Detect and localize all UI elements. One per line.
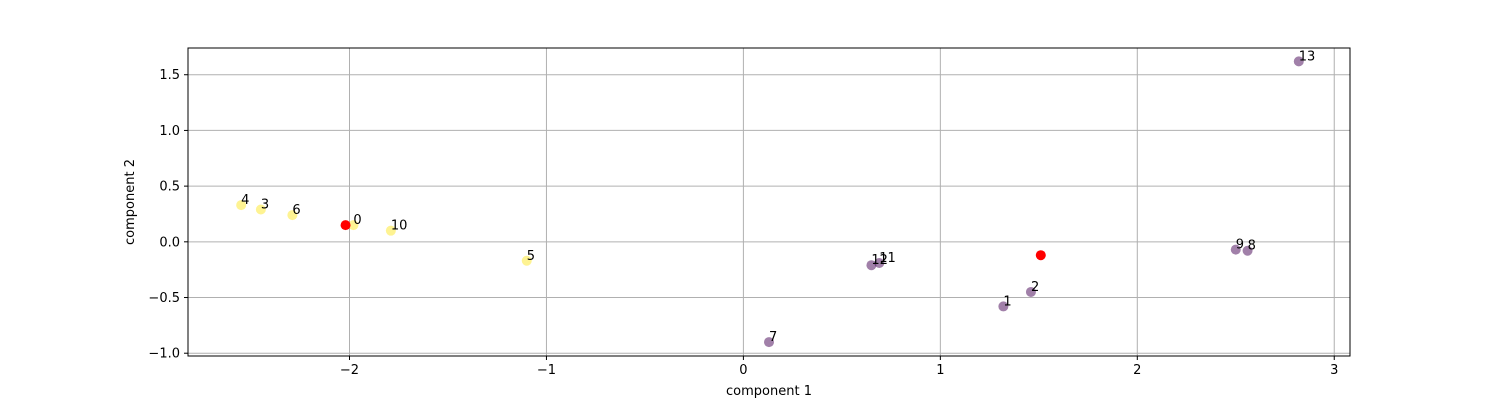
x-tick-label: 0: [739, 363, 747, 378]
centroid-point: [340, 220, 351, 231]
x-tick-label: −2: [340, 363, 359, 378]
data-point: [521, 255, 532, 266]
x-tick-label: −1: [537, 363, 556, 378]
point-label: 13: [1299, 49, 1316, 64]
y-axis-label: component 2: [123, 159, 138, 245]
point-label: 6: [292, 203, 300, 218]
data-point: [1230, 244, 1241, 255]
y-tick-label: 0.5: [159, 180, 180, 195]
y-tick-label: 0.0: [159, 235, 180, 250]
data-point: [1242, 245, 1253, 256]
data-point: [998, 301, 1009, 312]
centroid-point: [1035, 250, 1046, 261]
point-label: 5: [527, 249, 535, 264]
data-points: [236, 56, 1304, 348]
x-tick-label: 3: [1330, 363, 1338, 378]
y-tick-label: 1.5: [159, 68, 180, 83]
y-tick-label: −0.5: [148, 291, 180, 306]
point-label: 1: [1003, 294, 1011, 309]
point-label: 2: [1031, 280, 1039, 295]
data-point: [348, 220, 359, 231]
data-point: [866, 260, 877, 271]
centroid-points: [340, 220, 1046, 261]
point-label: 7: [769, 330, 777, 345]
point-label: 8: [1248, 239, 1256, 254]
point-label: 3: [261, 198, 269, 213]
x-axis-label: component 1: [726, 384, 812, 399]
point-label: 9: [1236, 238, 1244, 253]
x-tick-label: 2: [1133, 363, 1141, 378]
point-label: 4: [241, 193, 249, 208]
axis-ticks: −2 −1 0 1 2 3−1.0−0.50.00.51.01.5: [148, 68, 1338, 378]
plot-frame: [187, 47, 1351, 357]
point-label: 10: [391, 219, 408, 234]
x-tick-label: 1: [936, 363, 944, 378]
data-point: [255, 204, 266, 215]
y-tick-label: 1.0: [159, 124, 180, 139]
grid-lines: [188, 48, 1350, 356]
y-tick-label: −1.0: [148, 347, 180, 362]
data-point: [385, 225, 396, 236]
data-point: [764, 337, 774, 348]
data-point: [874, 257, 885, 268]
data-point: [1293, 56, 1304, 67]
data-point: [1025, 286, 1036, 297]
point-label: 0: [353, 213, 361, 228]
point-label: 11: [879, 251, 896, 266]
data-point: [287, 210, 298, 221]
point-label: 12: [871, 253, 888, 268]
data-point: [236, 200, 247, 211]
